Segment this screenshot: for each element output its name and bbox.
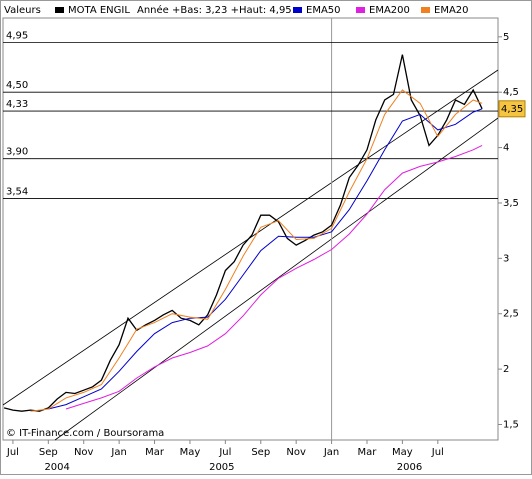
y-tick-label: 4,5 [503,87,519,98]
x-tick-label: May [392,447,413,458]
header-label: Valeurs [4,5,41,16]
trend-line [54,117,499,441]
x-tick-label: Mar [358,447,378,458]
footer: © IT-Finance.com / Boursorama [6,428,164,439]
level-label: 4,50 [6,80,28,91]
y-tick-label: 3,5 [503,198,519,209]
x-tick-label: Sep [251,447,270,458]
legend-swatch [421,7,430,13]
level-label: 3,54 [6,187,28,198]
series-line [65,144,483,410]
x-tick-label: Sep [39,447,58,458]
x-tick-label: Jan [323,447,339,458]
y-tick-label: 1,5 [503,419,519,430]
x-tick-label: Jul [431,447,444,458]
legend-swatch [55,7,64,13]
range-text: Année +Bas: 3,23 +Haut: 4,95 [137,4,292,16]
legend-label: EMA50 [306,5,341,16]
year-label: 2006 [397,462,422,473]
year-label: 2004 [44,462,69,473]
legend-label: EMA20 [434,5,469,16]
legend-swatch [293,7,302,13]
series-line [30,89,483,412]
y-tick-label: 5 [503,32,509,43]
x-tick-label: Nov [74,447,94,458]
legend-label: MOTA ENGIL [68,5,130,16]
x-tick-label: Jul [218,447,231,458]
legend-swatch [356,7,365,13]
level-label: 4,33 [6,99,28,110]
x-tick-label: Mar [145,447,165,458]
x-tick-label: May [180,447,201,458]
series-line [48,108,483,410]
level-label: 4,95 [6,30,28,41]
y-tick-label: 2,5 [503,309,519,320]
y-tick-label: 3 [503,253,509,264]
x-tick-label: Nov [286,447,306,458]
last-price-label: 4,35 [501,104,523,115]
year-label: 2005 [209,462,234,473]
level-label: 3,90 [6,147,28,158]
y-tick-label: 4 [503,143,509,154]
series-line [3,54,483,412]
last-price-box [498,100,526,118]
x-tick-label: Jul [6,447,19,458]
plot-area [2,17,499,441]
y-tick-label: 2 [503,364,509,375]
legend-label: EMA200 [369,5,410,16]
x-tick-label: Jan [110,447,126,458]
